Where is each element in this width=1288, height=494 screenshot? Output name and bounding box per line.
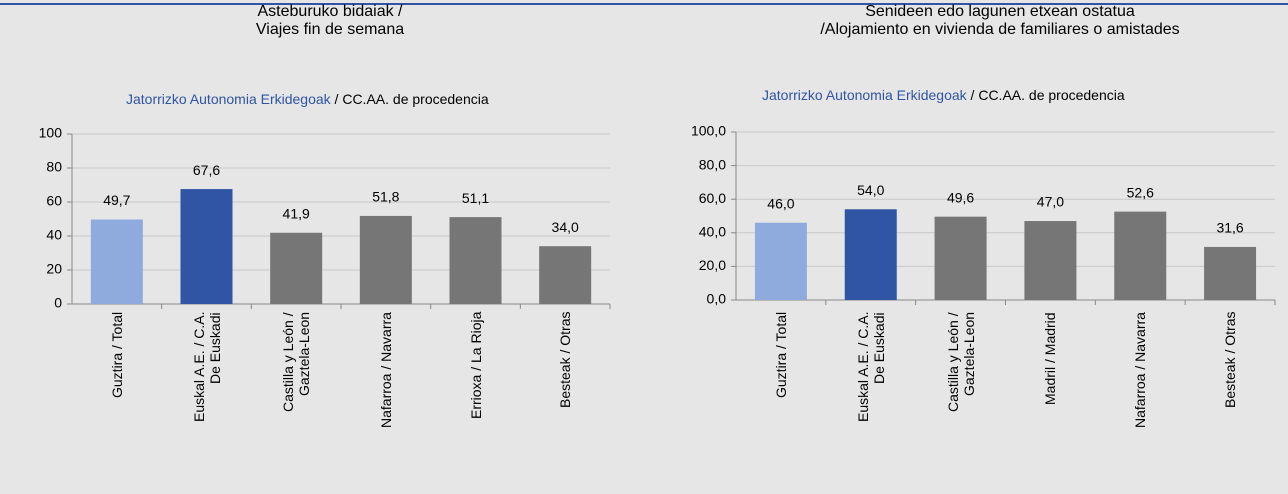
y-tick-label: 100,0 (691, 123, 726, 139)
bar (1114, 211, 1167, 300)
value-label: 46,0 (767, 195, 794, 211)
x-tick-label: Nafarroa / Navarra (1132, 312, 1149, 428)
chart-title: Senideen edo lagunen etxean ostatua (865, 3, 1135, 20)
x-tick-label: Errioxa / La Rioja (467, 312, 484, 420)
value-label: 67,6 (193, 162, 220, 178)
value-label: 51,1 (462, 190, 489, 206)
subtitle-part: / CC.AA. de procedencia (331, 91, 489, 107)
value-label: 52,6 (1127, 184, 1154, 200)
value-label: 47,0 (1037, 194, 1064, 210)
y-tick-label: 40 (46, 227, 62, 243)
x-tick-label: Guztira / Total (108, 312, 125, 399)
x-tick-label: Nafarroa / Navarra (377, 312, 394, 428)
y-tick-label: 20 (46, 261, 62, 277)
chart-title: Asteburuko bidaiak / (258, 3, 404, 20)
y-tick-label: 60,0 (699, 190, 726, 206)
x-tick-label: Euskal A.E. / C.A. De Euskadi (190, 312, 223, 423)
x-tick-label: Castilla y León / Gaztela-Leon (280, 312, 313, 412)
y-tick-label: 80,0 (699, 156, 726, 172)
x-tick-label: Besteak / Otras (557, 312, 574, 409)
bar (539, 246, 592, 304)
bar (934, 216, 987, 300)
x-tick-label: Castilla y León / Gaztela-Leon (944, 312, 977, 412)
bar (1024, 221, 1077, 300)
bar (754, 222, 807, 300)
y-tick-label: 0,0 (707, 291, 727, 307)
subtitle: Jatorrizko Autonomia Erkidegoak / CC.AA.… (126, 91, 489, 107)
value-label: 51,8 (372, 189, 399, 205)
bar (359, 215, 412, 304)
bar (844, 209, 897, 300)
bar (270, 232, 323, 304)
y-tick-label: 40,0 (699, 224, 726, 240)
bar (449, 217, 502, 304)
value-label: 54,0 (857, 182, 884, 198)
y-tick-label: 100 (39, 125, 63, 141)
x-tick-label: Besteak / Otras (1222, 312, 1239, 409)
value-label: 31,6 (1216, 220, 1243, 236)
value-label: 49,7 (103, 192, 130, 208)
subtitle: Jatorrizko Autonomia Erkidegoak / CC.AA.… (762, 87, 1125, 103)
bar (180, 189, 233, 304)
y-tick-label: 80 (46, 159, 62, 175)
y-tick-label: 0 (54, 295, 62, 311)
x-tick-label: Euskal A.E. / C.A. De Euskadi (854, 312, 887, 423)
bar (1204, 246, 1257, 300)
x-tick-label: Guztira / Total (772, 312, 789, 399)
value-label: 49,6 (947, 189, 974, 205)
top-rule (0, 3, 1288, 5)
value-label: 41,9 (283, 205, 310, 221)
value-label: 34,0 (552, 219, 579, 235)
chart-title: Viajes fin de semana (256, 21, 404, 38)
y-tick-label: 60 (46, 193, 62, 209)
y-tick-label: 20,0 (699, 257, 726, 273)
chart-title: /Alojamiento en vivienda de familiares o… (820, 21, 1179, 38)
subtitle-part: / CC.AA. de procedencia (967, 87, 1125, 103)
bar (90, 219, 143, 304)
x-tick-label: Madril / Madrid (1042, 312, 1059, 405)
subtitle-part: Jatorrizko Autonomia Erkidegoak (126, 91, 332, 107)
subtitle-part: Jatorrizko Autonomia Erkidegoak (762, 87, 968, 103)
